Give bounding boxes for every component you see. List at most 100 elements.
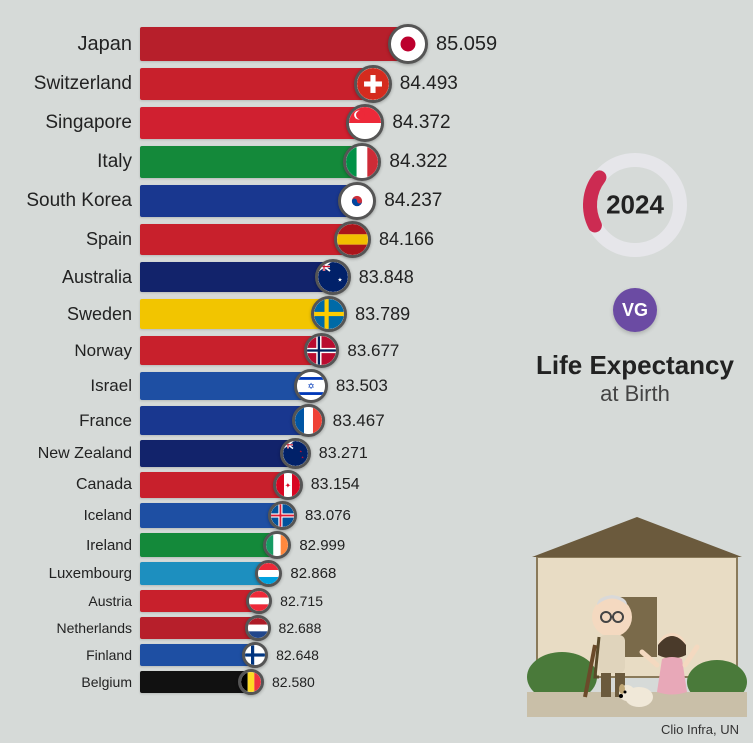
country-label: Switzerland [0, 73, 140, 95]
bar-container: 82.580 [140, 669, 500, 695]
bar [140, 262, 327, 293]
country-label: Spain [0, 229, 140, 250]
country-label: South Korea [0, 190, 140, 212]
bar-row: Luxembourg 82.868 [0, 560, 500, 587]
country-label: Belgium [0, 674, 140, 690]
bar-row: Belgium 82.580 [0, 669, 500, 695]
flag-icon [304, 333, 339, 368]
flag-icon [354, 65, 392, 103]
bar [140, 107, 358, 139]
bar [140, 372, 306, 401]
chart-subtitle: at Birth [600, 381, 670, 407]
bar-row: Netherlands 82.688 [0, 615, 500, 641]
value-label: 83.076 [305, 507, 351, 524]
bar-row: Finland 82.648 [0, 642, 500, 668]
bar-row: Australia ★ 83.848 [0, 259, 500, 295]
flag-icon [245, 615, 271, 641]
bar-container: 83.076 [140, 501, 500, 530]
bar-container: 84.372 [140, 104, 500, 142]
value-label: 83.789 [355, 304, 410, 325]
bar-row: Austria 82.715 [0, 588, 500, 614]
bar-row: New Zealand ★★ 83.271 [0, 438, 500, 469]
bar [140, 533, 275, 557]
svg-text:✡: ✡ [307, 381, 314, 391]
bar-container: 84.166 [140, 221, 500, 258]
bar-row: Norway 83.677 [0, 333, 500, 368]
flag-icon: ★ [315, 259, 351, 295]
bar [140, 590, 258, 612]
bar-chart: Japan 85.059 Switzerland 84.493 Singapor… [0, 24, 500, 696]
value-label: 83.271 [319, 445, 368, 463]
country-label: Netherlands [0, 620, 140, 636]
bar-container: 82.868 [140, 560, 500, 587]
bar-row: Israel ✡ 83.503 [0, 369, 500, 403]
data-credit: Clio Infra, UN [661, 722, 739, 737]
bar-container: 82.688 [140, 615, 500, 641]
bar [140, 472, 285, 498]
country-label: Luxembourg [0, 565, 140, 582]
flag-icon [311, 296, 347, 332]
bar-row: Italy 84.322 [0, 143, 500, 181]
country-label: France [0, 411, 140, 431]
flag-icon [246, 588, 272, 614]
value-label: 82.715 [280, 593, 323, 609]
flag-icon [292, 404, 325, 437]
country-label: Israel [0, 376, 140, 396]
bar-row: France 83.467 [0, 404, 500, 437]
bar-container: ✦ 83.154 [140, 470, 500, 500]
country-label: Norway [0, 341, 140, 361]
value-label: 82.999 [299, 537, 345, 554]
vg-logo-icon: VG [613, 288, 657, 332]
country-label: Australia [0, 267, 140, 288]
bar-row: Spain 84.166 [0, 221, 500, 258]
country-label: Sweden [0, 304, 140, 325]
bar-container: 83.789 [140, 296, 500, 332]
bar [140, 671, 250, 693]
flag-icon [263, 531, 291, 559]
svg-text:★: ★ [337, 278, 342, 284]
bar-container: ★★ 83.271 [140, 438, 500, 469]
flag-icon [268, 501, 297, 530]
year-badge: 2024 [580, 150, 690, 260]
bar-row: Switzerland 84.493 [0, 65, 500, 103]
flag-icon [343, 143, 381, 181]
bar [140, 406, 304, 434]
bar-row: Ireland 82.999 [0, 531, 500, 559]
value-label: 84.493 [400, 73, 458, 95]
value-label: 83.467 [333, 411, 385, 431]
flag-icon [346, 104, 384, 142]
bar-container: 85.059 [140, 24, 500, 64]
bar [140, 68, 366, 100]
value-label: 84.166 [379, 229, 434, 250]
year-label: 2024 [606, 190, 664, 221]
bar [140, 185, 350, 217]
country-label: Austria [0, 593, 140, 609]
bar-row: Japan 85.059 [0, 24, 500, 64]
flag-icon [334, 221, 371, 258]
country-label: Singapore [0, 112, 140, 134]
right-panel: 2024 VG Life Expectancy at Birth [520, 150, 750, 407]
bar [140, 146, 355, 178]
flag-icon [255, 560, 282, 587]
country-label: Italy [0, 151, 140, 173]
value-label: 82.580 [272, 674, 315, 690]
flag-icon [388, 24, 428, 64]
bar-row: Canada ✦ 83.154 [0, 470, 500, 500]
flag-icon [242, 642, 268, 668]
bar-container: 82.999 [140, 531, 500, 559]
bar [140, 336, 316, 366]
bar [140, 27, 400, 61]
flag-icon: ✡ [294, 369, 328, 403]
bar [140, 440, 292, 466]
bar [140, 299, 323, 330]
value-label: 83.848 [359, 267, 414, 288]
bar [140, 503, 280, 528]
value-label: 83.677 [347, 341, 399, 361]
bar-container: 82.715 [140, 588, 500, 614]
bar-container: 82.648 [140, 642, 500, 668]
value-label: 83.154 [311, 476, 360, 494]
bar-container: 84.322 [140, 143, 500, 181]
country-label: Japan [0, 33, 140, 56]
flag-icon [238, 669, 264, 695]
bar-container: ✡ 83.503 [140, 369, 500, 403]
